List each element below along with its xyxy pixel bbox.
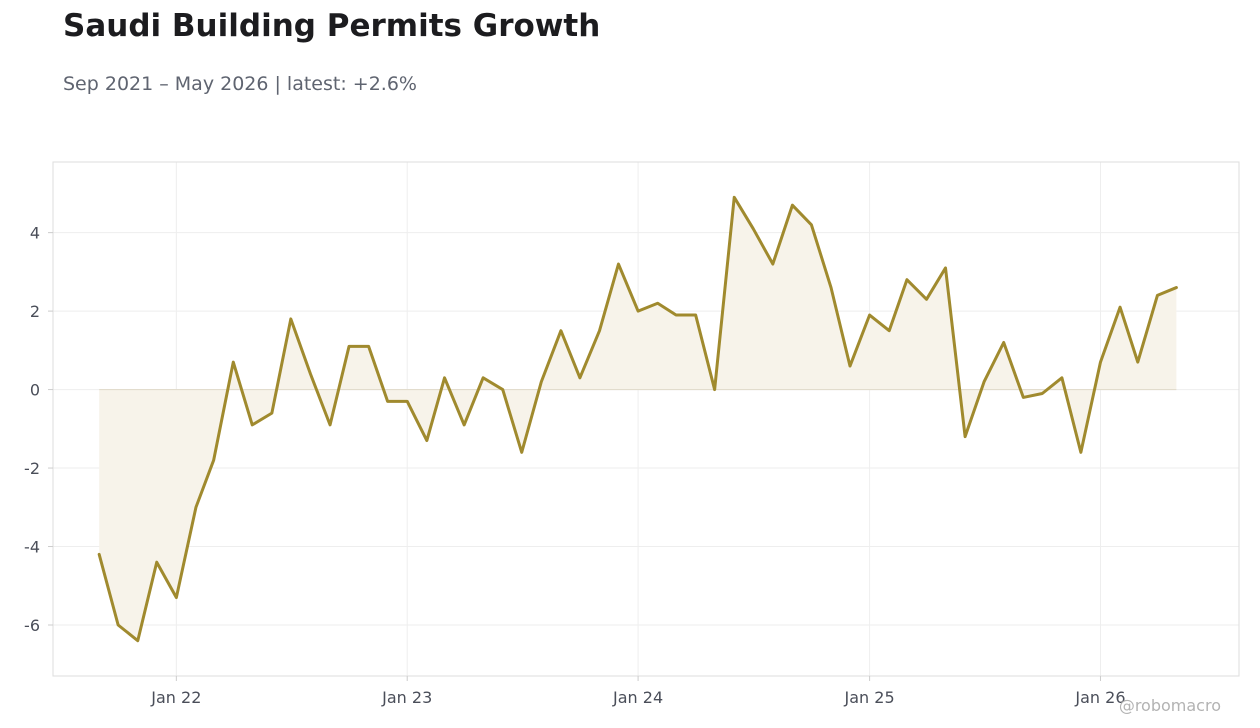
x-tick-label: Jan 24	[612, 688, 663, 707]
plot-frame	[52, 161, 1240, 677]
y-tick-label: -2	[24, 459, 40, 478]
chart-title: Saudi Building Permits Growth	[63, 8, 601, 44]
y-tick-label: 2	[30, 302, 40, 321]
y-tick-label: 4	[30, 224, 40, 243]
x-tick-label: Jan 26	[1074, 688, 1125, 707]
x-axis: Jan 22 Jan 23 Jan 24 Jan 25 Jan 26	[150, 676, 1126, 707]
watermark: @robomacro	[1119, 696, 1221, 715]
x-tick-label: Jan 25	[844, 688, 895, 707]
y-tick-label: -6	[24, 616, 40, 635]
y-axis: -6 -4 -2 0 2 4	[24, 224, 53, 635]
chart-subtitle: Sep 2021 – May 2026 | latest: +2.6%	[63, 73, 417, 95]
x-tick-label: Jan 23	[381, 688, 432, 707]
y-tick-label: -4	[24, 538, 40, 557]
y-tick-label: 0	[30, 381, 40, 400]
series-line	[97, 195, 1178, 643]
x-tick-label: Jan 22	[150, 688, 201, 707]
area-fill	[99, 197, 1177, 641]
grid	[53, 162, 1239, 676]
